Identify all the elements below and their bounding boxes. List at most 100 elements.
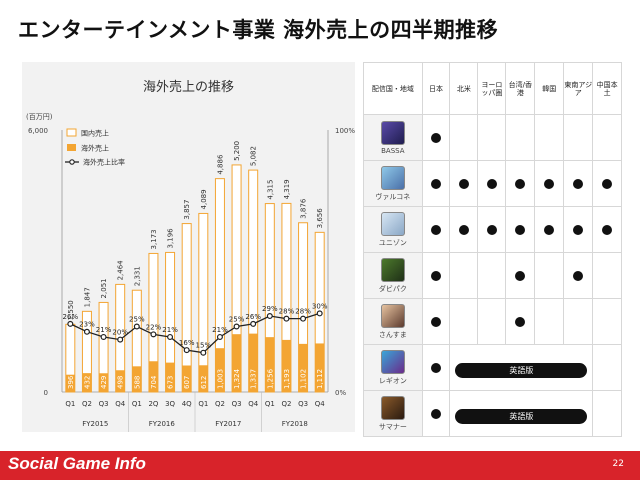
- region-cell: [421, 344, 451, 391]
- availability-dot: [431, 271, 442, 281]
- overseas-ratio-point: [233, 323, 240, 330]
- game-cell: ヴァルコネ: [363, 160, 423, 207]
- overseas-ratio-label: 25%: [229, 316, 245, 324]
- brand-logo: Social Game Info: [8, 454, 146, 473]
- overseas-sales-value-label: 498: [117, 376, 125, 389]
- region-cell: [449, 298, 479, 345]
- availability-dot: [515, 317, 526, 327]
- legend-domestic-label: 国内売上: [81, 129, 109, 138]
- region-cell: [449, 160, 479, 207]
- overseas-sales-value-label: 432: [83, 376, 91, 389]
- x-tick-label: Q2: [215, 400, 225, 408]
- availability-dot: [602, 179, 613, 189]
- region-cell: [421, 206, 451, 253]
- overseas-ratio-point: [133, 323, 140, 330]
- region-cell: [421, 390, 451, 437]
- legion-icon: [380, 350, 405, 374]
- domestic-sales-value-label: 3,857: [183, 200, 191, 220]
- availability-dot: [544, 225, 555, 235]
- domestic-sales-value-label: 4,089: [200, 189, 208, 209]
- x-tick-label: Q1: [132, 400, 142, 408]
- availability-dot: [458, 179, 469, 189]
- derby-pack-icon: [380, 258, 405, 282]
- overseas-ratio-point: [117, 336, 124, 343]
- availability-dot: [458, 225, 469, 235]
- chart-title: 海外売上の推移: [142, 80, 234, 95]
- region-cell: [477, 206, 507, 253]
- chart-panel: 海外売上の推移 (百万円) 6,000 0 100% 0% 396 1,550 Q1 432 1,…: [22, 62, 355, 432]
- overseas-ratio-label: 21%: [162, 326, 178, 334]
- overseas-sales-value-label: 612: [200, 376, 208, 389]
- x-tick-label: Q2: [82, 400, 92, 408]
- region-cell: [505, 252, 536, 299]
- region-cell: [477, 252, 507, 299]
- footer-bar: Social Game Info 22: [0, 451, 640, 480]
- legend-ratio-marker: [69, 159, 75, 165]
- game-cell: さんすま: [363, 298, 423, 345]
- overseas-ratio-point: [283, 315, 290, 322]
- region-cell: [477, 114, 507, 161]
- game-name: サマナー: [378, 423, 407, 431]
- overseas-sales-value-label: 1,256: [266, 368, 274, 389]
- overseas-ratio-label: 25%: [129, 316, 145, 324]
- game-name: ダビパク: [378, 285, 407, 293]
- table-row: ユニゾン: [363, 206, 622, 253]
- header-region: 中国本土: [592, 62, 622, 115]
- english-version-badge: 英語版: [455, 362, 588, 378]
- availability-dot: [602, 225, 613, 235]
- table-row: さんすま: [363, 298, 622, 345]
- x-tick-label: Q4: [115, 400, 126, 408]
- x-tick-label: Q3: [232, 400, 242, 408]
- domestic-sales-value-label: 4,319: [283, 179, 291, 199]
- overseas-ratio-label: 22%: [146, 323, 162, 331]
- x-tick-label: Q3: [298, 400, 308, 408]
- bassa-icon: [380, 121, 405, 145]
- overseas-sales-bar: [148, 361, 158, 392]
- overseas-sales-bar: [315, 343, 325, 392]
- region-cell: [534, 160, 565, 207]
- region-cell: [592, 252, 622, 299]
- overseas-ratio-label: 15%: [196, 342, 212, 350]
- x-tick-label: Q2: [281, 400, 291, 408]
- availability-dot: [573, 225, 584, 235]
- y2-tick-label: 100%: [335, 127, 355, 135]
- region-cell: [449, 206, 479, 253]
- region-cell: [592, 160, 622, 207]
- game-cell: ダビパク: [363, 252, 423, 299]
- y-axis-unit: (百万円): [26, 113, 53, 121]
- table-row: BASSA: [363, 114, 622, 161]
- region-cell: [534, 252, 565, 299]
- x-tick-label: Q1: [198, 400, 208, 408]
- region-cell: [477, 298, 507, 345]
- availability-dot: [573, 271, 584, 281]
- availability-dot: [431, 133, 442, 143]
- region-cell: [534, 298, 565, 345]
- domestic-sales-value-label: 3,173: [150, 229, 158, 249]
- unison-icon: [380, 212, 405, 236]
- region-cell: [563, 206, 594, 253]
- header-distribution: 配信国・地域: [363, 62, 423, 115]
- fiscal-year-label: FY2018: [282, 420, 308, 428]
- overseas-sales-bar: [215, 348, 225, 392]
- availability-dot: [431, 317, 442, 327]
- region-cell: [421, 114, 451, 161]
- region-cell: [592, 114, 622, 161]
- sansuma-icon: [380, 304, 405, 328]
- region-cell: [421, 252, 451, 299]
- availability-dot: [431, 179, 442, 189]
- overseas-ratio-label: 21%: [96, 326, 112, 334]
- region-cell: [592, 390, 622, 437]
- game-name: さんすま: [378, 331, 407, 339]
- overseas-sales-chart: (百万円) 6,000 0 100% 0% 396 1,550 Q1 432 1,847 Q2 429…: [26, 113, 355, 432]
- overseas-ratio-point: [266, 313, 273, 320]
- table-header-row: 配信国・地域 日本 北米 ヨーロッパ圏 台湾/香港 韓国 東南アジア 中国本土: [363, 62, 622, 115]
- availability-dot: [515, 179, 526, 189]
- overseas-sales-bar: [115, 370, 125, 392]
- page-number: 22: [612, 459, 624, 469]
- region-cell: [563, 298, 594, 345]
- overseas-ratio-point: [250, 320, 257, 327]
- x-tick-label: 2Q: [148, 400, 158, 408]
- region-cell: [421, 160, 451, 207]
- region-cell: [505, 298, 536, 345]
- availability-dot: [431, 409, 442, 419]
